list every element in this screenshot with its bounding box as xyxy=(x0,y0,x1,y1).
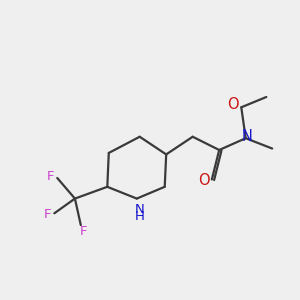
Text: F: F xyxy=(44,208,52,221)
Text: O: O xyxy=(227,97,239,112)
Text: F: F xyxy=(47,170,55,183)
Text: H: H xyxy=(135,210,145,223)
Text: F: F xyxy=(80,225,88,238)
Text: N: N xyxy=(135,203,145,216)
Text: O: O xyxy=(198,173,209,188)
Text: N: N xyxy=(242,129,253,144)
